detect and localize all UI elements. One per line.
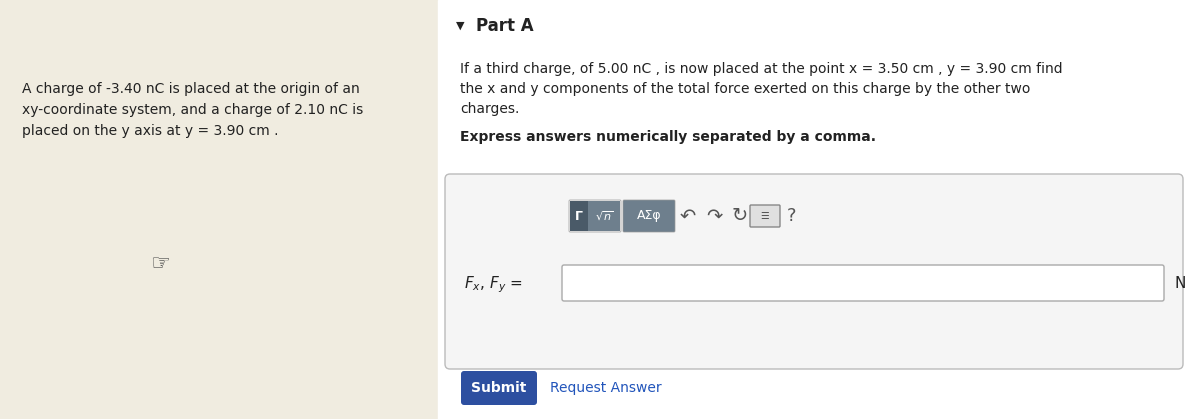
Text: If a third charge, of 5.00 nC , is now placed at the point x = 3.50 cm , y = 3.9: If a third charge, of 5.00 nC , is now p… (460, 62, 1063, 76)
Bar (438, 0, 1200, 419)
Text: the x and y components of the total force exerted on this charge by the other tw: the x and y components of the total forc… (460, 82, 1031, 96)
Text: xy-coordinate system, and a charge of 2.10 nC is: xy-coordinate system, and a charge of 2.… (22, 103, 364, 117)
Text: placed on the y axis at y = 3.90 cm .: placed on the y axis at y = 3.90 cm . (22, 124, 278, 138)
FancyBboxPatch shape (461, 371, 538, 405)
FancyBboxPatch shape (445, 174, 1183, 369)
FancyBboxPatch shape (562, 265, 1164, 301)
Text: Express answers numerically separated by a comma.: Express answers numerically separated by… (460, 130, 876, 144)
FancyBboxPatch shape (588, 201, 620, 231)
Text: $\sqrt{n}$: $\sqrt{n}$ (594, 210, 613, 222)
Text: charges.: charges. (460, 102, 520, 116)
Text: Γ: Γ (575, 210, 583, 222)
Text: ☞: ☞ (150, 254, 170, 274)
FancyBboxPatch shape (623, 200, 674, 232)
Bar (0, 0, 438, 419)
Text: ▼: ▼ (456, 21, 464, 31)
Text: ↻: ↻ (732, 207, 748, 225)
Text: ↷: ↷ (706, 207, 722, 225)
FancyBboxPatch shape (750, 205, 780, 227)
FancyBboxPatch shape (570, 201, 588, 231)
Text: Part A: Part A (476, 17, 534, 35)
Text: ↶: ↶ (680, 207, 696, 225)
Text: ?: ? (787, 207, 797, 225)
Text: $F_x$, $F_y$ =: $F_x$, $F_y$ = (464, 275, 523, 295)
Text: N: N (1174, 276, 1186, 290)
Text: Request Answer: Request Answer (550, 381, 661, 395)
Text: AΣφ: AΣφ (637, 210, 661, 222)
Text: A charge of -3.40 nC is placed at the origin of an: A charge of -3.40 nC is placed at the or… (22, 82, 360, 96)
Text: Submit: Submit (472, 381, 527, 395)
Text: ☰: ☰ (761, 211, 769, 221)
